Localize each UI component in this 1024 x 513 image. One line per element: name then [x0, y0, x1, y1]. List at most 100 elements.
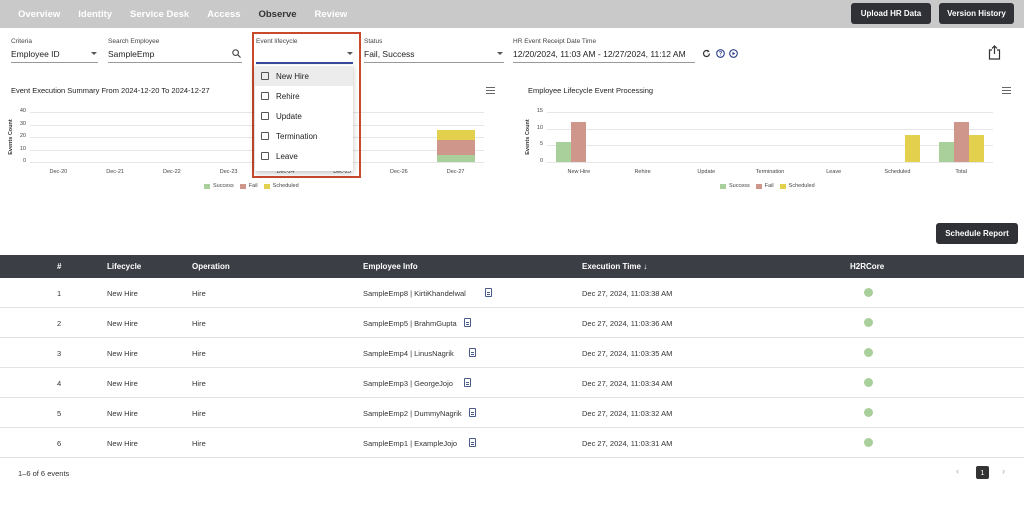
checkbox-icon[interactable]	[261, 152, 269, 160]
table-row[interactable]: 5 New Hire Hire SampleEmp2 | DummyNagrik Dec…	[0, 398, 1024, 428]
document-icon[interactable]	[464, 318, 472, 327]
chart1-ytick-label: 15	[536, 108, 543, 114]
row-employee-info: SampleEmp1 | ExampleJojo	[363, 439, 458, 448]
row-employee-info: SampleEmp4 | LinusNagrik	[363, 349, 454, 358]
table-row[interactable]: 6 New Hire Hire SampleEmp1 | ExampleJojo Dec…	[0, 428, 1024, 458]
row-index: 2	[57, 319, 62, 328]
checkbox-icon[interactable]	[261, 132, 269, 140]
chart2-menu-icon[interactable]	[1002, 87, 1011, 96]
row-execution-time: Dec 27, 2024, 11:03:32 AM	[582, 409, 673, 418]
chart0-xtick-label: Dec-20	[49, 169, 68, 175]
table-row[interactable]: 4 New Hire Hire SampleEmp3 | GeorgeJojo Dec …	[0, 368, 1024, 398]
prev-page-icon[interactable]: ‹	[956, 466, 959, 476]
chart1-bar-fail[interactable]	[571, 122, 587, 162]
row-index: 5	[57, 409, 62, 418]
schedule-report-button[interactable]: Schedule Report	[936, 223, 1018, 244]
tab-overview[interactable]: Overview	[18, 8, 61, 20]
row-execution-time: Dec 27, 2024, 11:03:34 AM	[582, 379, 673, 388]
chart1-bar-fail[interactable]	[953, 122, 969, 162]
chart1-bar-success[interactable]	[938, 142, 954, 162]
chart1-xtick-label: Scheduled	[884, 169, 911, 175]
lifecycle-option[interactable]: Termination	[255, 126, 353, 146]
legend-label-success[interactable]: Success	[729, 183, 750, 189]
row-operation: Hire	[192, 379, 206, 388]
chart1-bar-scheduled[interactable]	[904, 135, 920, 162]
legend-label-scheduled[interactable]: Scheduled	[272, 183, 299, 189]
chart1-gridline	[547, 145, 993, 147]
document-icon[interactable]	[485, 288, 493, 297]
table-row[interactable]: 2 New Hire Hire SampleEmp5 | BrahmGupta Dec …	[0, 308, 1024, 338]
table-header: # Lifecycle Operation Employee Info Exec…	[0, 255, 1024, 278]
chart1-gridline	[547, 128, 993, 130]
row-lifecycle: New Hire	[107, 289, 138, 298]
lifecycle-option[interactable]: Leave	[255, 146, 353, 166]
col-operation[interactable]: Operation	[192, 262, 230, 271]
checkbox-icon[interactable]	[261, 112, 269, 120]
document-icon[interactable]	[468, 408, 476, 417]
share-icon[interactable]	[988, 45, 1001, 60]
current-page[interactable]: 1	[976, 466, 989, 479]
lifecycle-option-label: New Hire	[276, 71, 309, 81]
table-row[interactable]: 1 New Hire Hire SampleEmp8 | KirtiKhandelwa…	[0, 278, 1024, 308]
legend-label-fail[interactable]: Fail	[764, 183, 774, 189]
row-lifecycle: New Hire	[107, 319, 138, 328]
col-employee-info[interactable]: Employee Info	[363, 262, 418, 271]
chart1-menu-icon[interactable]	[486, 87, 495, 96]
chart0-bar-success[interactable]	[436, 154, 475, 162]
chart0-ylabel: Events Count	[8, 119, 14, 155]
search-employee-input[interactable]: Search Employee SampleEmp	[108, 38, 242, 63]
checkbox-icon[interactable]	[261, 72, 269, 80]
row-operation: Hire	[192, 289, 206, 298]
checkbox-icon[interactable]	[261, 92, 269, 100]
row-employee-info: SampleEmp2 | DummyNagrik	[363, 409, 462, 418]
row-lifecycle: New Hire	[107, 349, 138, 358]
document-icon[interactable]	[464, 378, 472, 387]
table-row[interactable]: 3 New Hire Hire SampleEmp4 | LinusNagrik Dec…	[0, 338, 1024, 368]
row-operation: Hire	[192, 439, 206, 448]
document-icon[interactable]	[468, 348, 476, 357]
date-label: HR Event Receipt Date Time	[513, 38, 597, 45]
lifecycle-option[interactable]: Rehire	[255, 86, 353, 106]
event-lifecycle-select[interactable]: Event lifecycle	[256, 38, 353, 64]
lifecycle-dropdown-menu: New Hire Rehire Update Termination Leave	[255, 65, 353, 171]
tab-identity[interactable]: Identity	[78, 8, 113, 20]
chart0-bar-fail[interactable]	[436, 139, 475, 155]
col-lifecycle[interactable]: Lifecycle	[107, 262, 142, 271]
chart1-bar-success[interactable]	[556, 142, 572, 162]
criteria-select[interactable]: Criteria Employee ID	[11, 38, 98, 63]
col-execution-time[interactable]: Execution Time ↓	[582, 262, 648, 271]
legend-label-success[interactable]: Success	[213, 183, 234, 189]
lifecycle-option[interactable]: Update	[255, 106, 353, 126]
refresh-icon[interactable]	[702, 49, 711, 58]
status-select[interactable]: Status Fail, Success	[364, 38, 504, 63]
tab-observe[interactable]: Observe	[258, 8, 297, 20]
date-range-input[interactable]: HR Event Receipt Date Time 12/20/2024, 1…	[513, 38, 695, 63]
chart0-legend: Success Fail Scheduled	[198, 183, 299, 189]
legend-label-scheduled[interactable]: Scheduled	[788, 183, 815, 189]
criteria-value: Employee ID	[11, 49, 60, 59]
lifecycle-option[interactable]: New Hire	[255, 66, 353, 86]
chart0-bar-scheduled[interactable]	[436, 129, 475, 140]
play-icon[interactable]	[729, 49, 738, 58]
legend-swatch-success	[720, 183, 726, 189]
legend-label-fail[interactable]: Fail	[248, 183, 258, 189]
row-execution-time: Dec 27, 2024, 11:03:31 AM	[582, 439, 673, 448]
tab-review[interactable]: Review	[314, 8, 348, 20]
row-employee-info: SampleEmp8 | KirtiKhandelwal	[363, 289, 466, 298]
next-page-icon[interactable]: ›	[1002, 466, 1005, 476]
help-icon[interactable]: ?	[716, 49, 725, 58]
tab-service-desk[interactable]: Service Desk	[130, 8, 190, 20]
version-history-button[interactable]: Version History	[939, 3, 1014, 24]
chart1-gridline	[547, 112, 993, 113]
legend-swatch-success	[204, 183, 210, 189]
search-icon[interactable]	[232, 49, 241, 58]
col-h2rcore[interactable]: H2RCore	[850, 262, 885, 271]
tab-access[interactable]: Access	[207, 8, 241, 20]
document-icon[interactable]	[468, 438, 476, 447]
chart1-bar-scheduled[interactable]	[968, 135, 984, 162]
status-dot-success	[864, 318, 873, 327]
chart0-ytick-label: 10	[19, 145, 26, 152]
upload-hr-data-button[interactable]: Upload HR Data	[851, 3, 931, 24]
col-index: #	[57, 262, 62, 271]
chart0-xtick-label: Dec-27	[446, 169, 465, 175]
